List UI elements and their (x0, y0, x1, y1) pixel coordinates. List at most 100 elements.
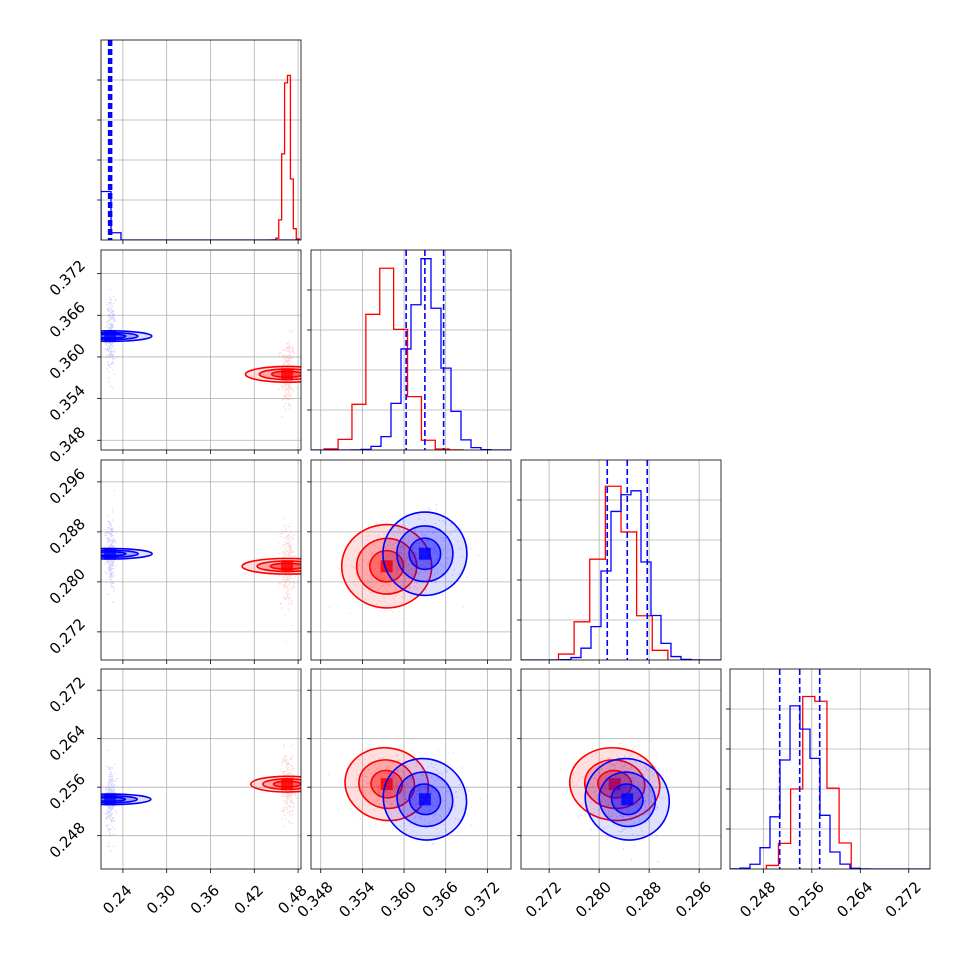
hist-step (269, 74, 300, 240)
hist-content (521, 460, 721, 660)
density-contour (598, 771, 657, 828)
y-tick-label: 0.272 (46, 615, 89, 658)
density-contour (382, 757, 468, 841)
density-core (418, 547, 425, 554)
density-core (110, 330, 117, 337)
density-core (104, 793, 111, 800)
density-core (104, 336, 111, 343)
density-contour (396, 771, 454, 828)
scatter-content (101, 737, 301, 852)
density-core (424, 547, 431, 554)
density-core (287, 784, 294, 791)
scatter-panel-p1-p3 (307, 668, 512, 873)
density-contour (382, 511, 468, 597)
density-contour (610, 783, 644, 816)
hist-content (101, 40, 301, 240)
density-contour (408, 537, 442, 571)
density-core (418, 799, 425, 806)
panel-frame (520, 459, 722, 661)
density-core (287, 560, 294, 567)
density-contour (583, 759, 646, 810)
x-tick-label: 0.256 (785, 878, 828, 921)
density-core (110, 547, 117, 554)
y-tick-label: 0.264 (46, 722, 89, 765)
density-core (104, 799, 111, 806)
density-core (380, 566, 387, 573)
density-contour (241, 557, 301, 575)
scatter-panel-p0-p1 (97, 249, 302, 454)
density-core (104, 547, 111, 554)
hist-panel-p2 (517, 459, 722, 664)
density-core (281, 784, 288, 791)
hist-content (730, 669, 930, 869)
x-tick-label: 0.372 (460, 878, 503, 921)
x-tick-label: 0.280 (572, 878, 615, 921)
density-core (110, 336, 117, 343)
tick-labels: 0.24 0.30 0.36 0.42 0.480.3480.3540.3600.366… (46, 257, 925, 921)
density-core (380, 778, 387, 785)
y-tick-label: 0.348 (46, 423, 89, 466)
density-contour (408, 783, 442, 816)
hist-panel-p0 (97, 39, 302, 244)
density-core (281, 566, 288, 573)
density-core (104, 330, 111, 337)
density-core (110, 799, 117, 806)
y-tick-label: 0.256 (46, 770, 89, 813)
y-tick-label: 0.354 (46, 382, 89, 425)
density-core (281, 368, 288, 375)
density-core (608, 784, 615, 791)
x-tick-label: 0.366 (419, 878, 462, 921)
density-contour (369, 549, 405, 583)
x-tick-label: 0.24 (99, 881, 135, 917)
x-tick-label: 0.272 (522, 878, 565, 921)
panel-frame (310, 459, 512, 661)
hist-panel-p1 (307, 249, 512, 454)
density-core (287, 566, 294, 573)
x-tick-label: 0.360 (377, 878, 420, 921)
density-core (110, 553, 117, 560)
density-core (386, 778, 393, 785)
hist-content (311, 250, 511, 450)
density-core (281, 374, 288, 381)
scatter-points (278, 518, 299, 643)
panels (97, 39, 931, 873)
panel-frame (310, 249, 512, 451)
panel-frame (729, 668, 931, 870)
scatter-content (328, 504, 479, 620)
scatter-content (101, 289, 301, 418)
hist-step (765, 695, 852, 869)
scatter-panel-p2-p3 (517, 668, 722, 873)
hist-step (311, 258, 511, 450)
scatter-panel-p0-p3 (97, 668, 302, 873)
density-core (287, 778, 294, 785)
hist-step (101, 190, 301, 240)
scatter-points (273, 329, 298, 418)
density-core (621, 799, 628, 806)
panel-frame (100, 668, 302, 870)
density-core (287, 374, 294, 381)
density-core (627, 799, 634, 806)
density-core (418, 553, 425, 560)
density-core (614, 778, 621, 785)
density-core (110, 793, 117, 800)
hist-panel-p3 (726, 668, 931, 873)
density-core (386, 560, 393, 567)
scatter-panel-p1-p2 (307, 459, 512, 664)
density-contour (340, 523, 433, 609)
density-core (386, 784, 393, 791)
y-tick-label: 0.296 (46, 465, 89, 508)
panel-frame (100, 459, 302, 661)
y-tick-label: 0.366 (46, 298, 89, 341)
density-contour (358, 759, 416, 810)
panel-frame (520, 668, 722, 870)
hist-step (730, 705, 930, 869)
density-contour (597, 769, 633, 799)
x-tick-label: 0.288 (622, 878, 665, 921)
density-core (281, 778, 288, 785)
hist-step (557, 485, 669, 660)
density-core (281, 560, 288, 567)
density-core (424, 553, 431, 560)
density-core (104, 553, 111, 560)
y-tick-label: 0.248 (46, 819, 89, 862)
